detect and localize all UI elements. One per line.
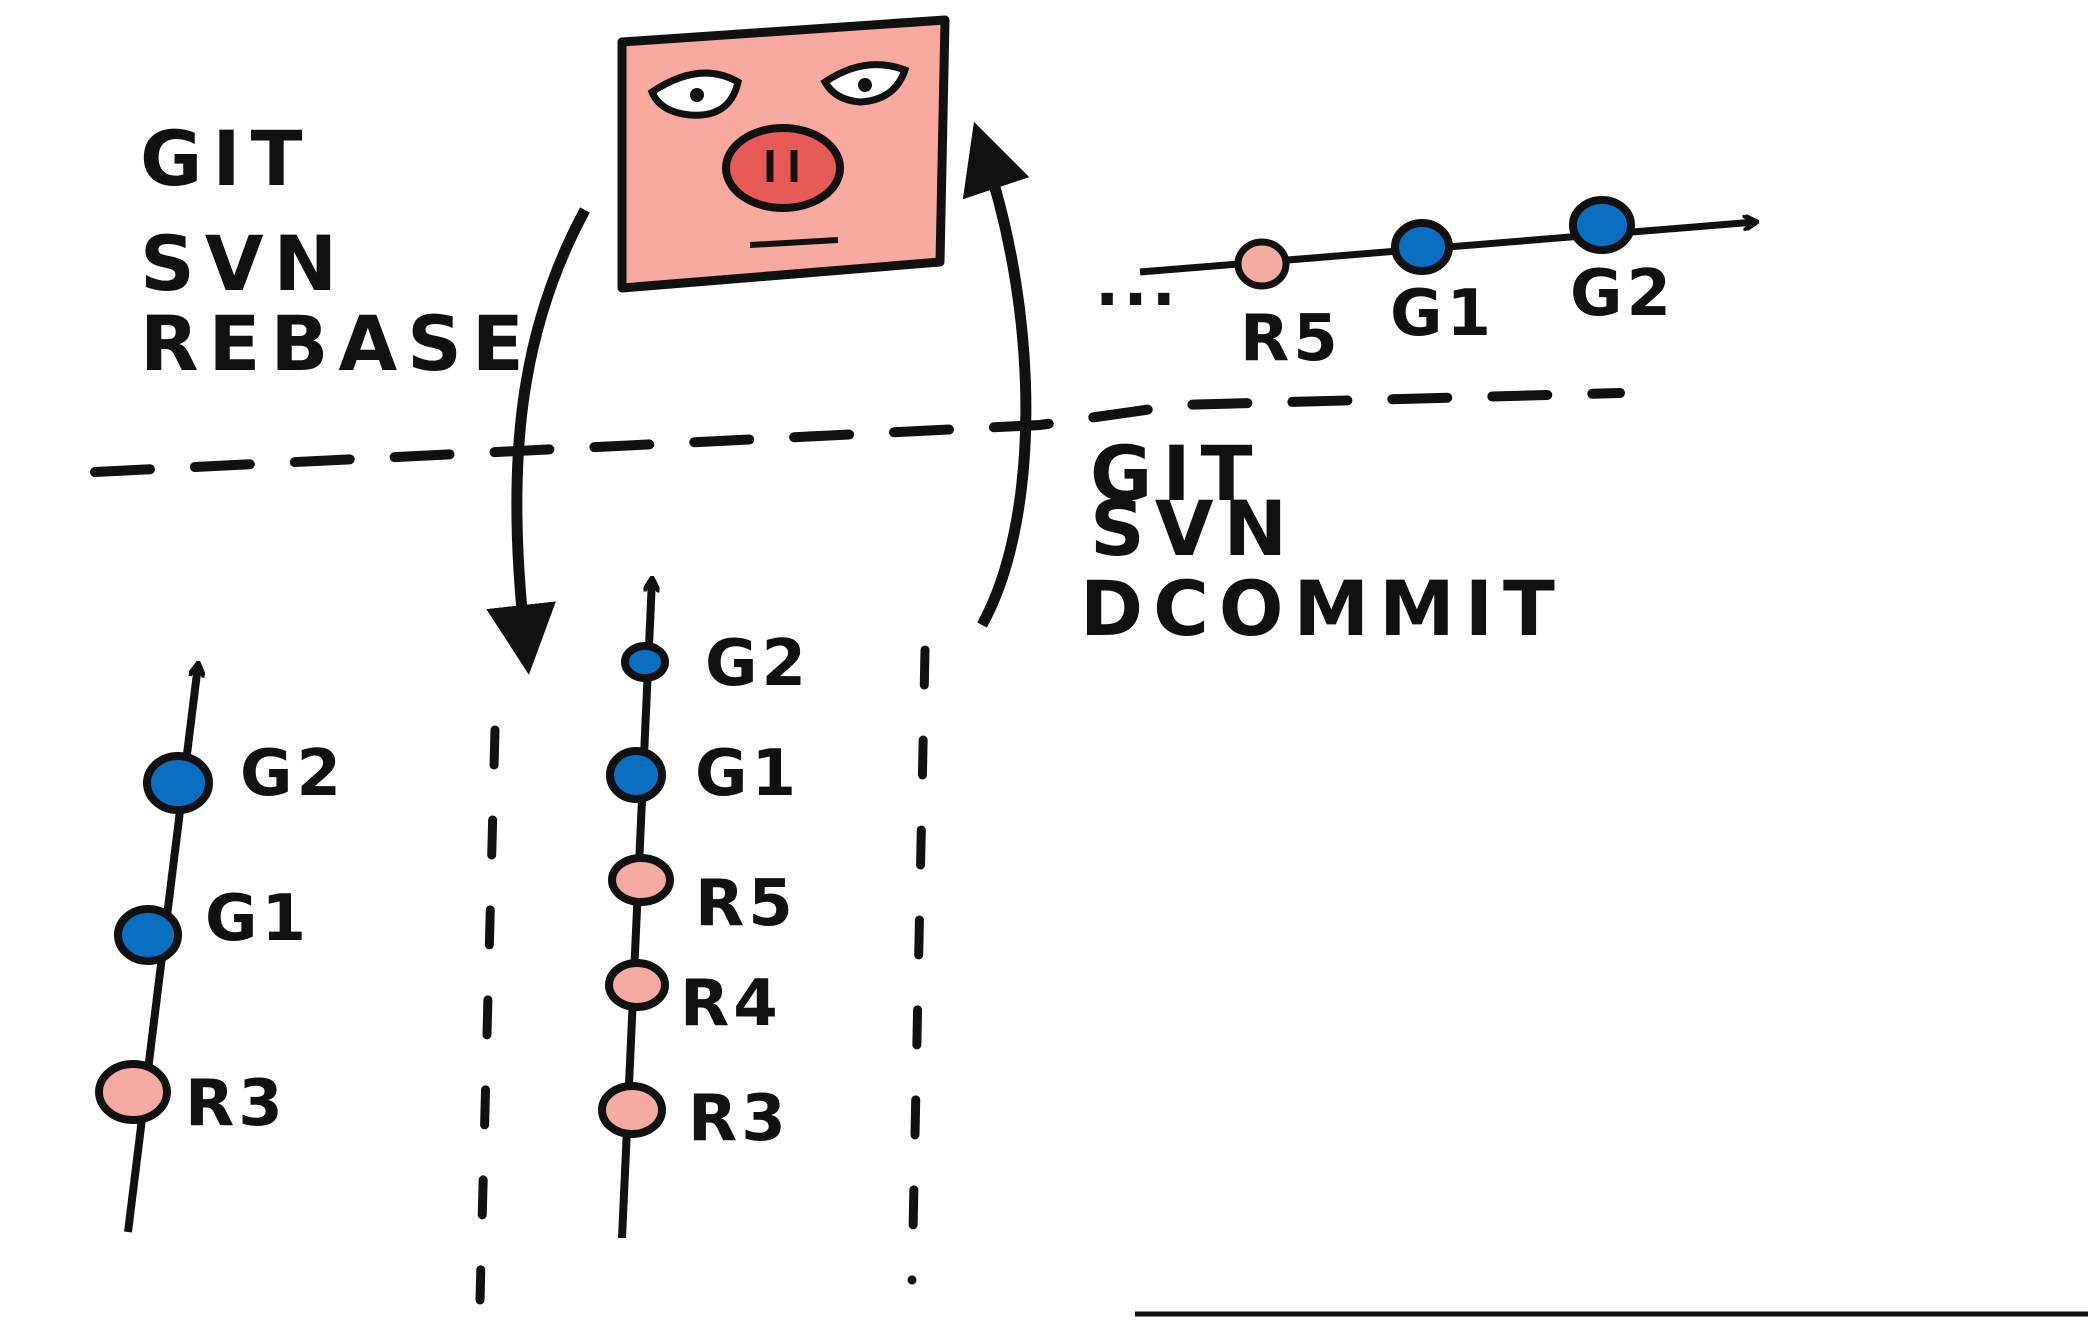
rebase-label-line-1: GIT [140,114,313,203]
git-commit-node [143,752,213,814]
commit-label: R3 [688,1082,790,1156]
svn-repo-history: ... R5 G1 G2 [1095,196,1755,376]
rebase-label-line-2: SVN [140,219,347,308]
git-commit-node [114,905,182,965]
git-commit-node [1391,219,1453,275]
svn-commit-node [1234,238,1290,290]
local-history-after: R3 R4 R5 G1 G2 [598,580,810,1239]
commit-label: G1 [205,882,310,956]
rebase-label-line-3: REBASE [140,299,534,388]
column-separator-right [907,645,930,1285]
dcommit-label-line-2: SVN [1090,484,1297,573]
commit-label: G2 [1570,257,1675,331]
commit-label: G2 [240,737,345,811]
git-commit-node [1569,196,1635,254]
dcommit-label-line-1: GIT [1090,429,1263,518]
rebase-arrow [486,207,590,675]
commit-label: G1 [695,737,800,811]
dcommit-arrow [962,121,1032,628]
git-commit-node [606,747,666,803]
svn-commit-node [608,854,674,906]
separator-line [90,388,1625,477]
rebase-label: GIT SVN REBASE [140,114,534,388]
local-history-before: R3 G1 G2 [95,665,345,1233]
column-separator-left [475,725,500,1305]
dcommit-label-line-3: DCOMMIT [1080,564,1565,653]
commit-label: R3 [185,1067,287,1141]
commit-label: R5 [1240,302,1342,376]
git-commit-node [621,642,669,682]
svn-history-prefix: ... [1095,247,1180,321]
commit-label: G1 [1390,277,1495,351]
svn-commit-node [95,1060,171,1124]
svn-commit-node [598,1082,666,1138]
commit-label: R5 [695,867,797,941]
dcommit-label: GIT SVN DCOMMIT [1080,429,1565,653]
pig-face-icon [617,15,950,293]
svn-commit-node [605,959,669,1011]
commit-label: R4 [680,967,782,1041]
commit-label: G2 [705,627,810,701]
